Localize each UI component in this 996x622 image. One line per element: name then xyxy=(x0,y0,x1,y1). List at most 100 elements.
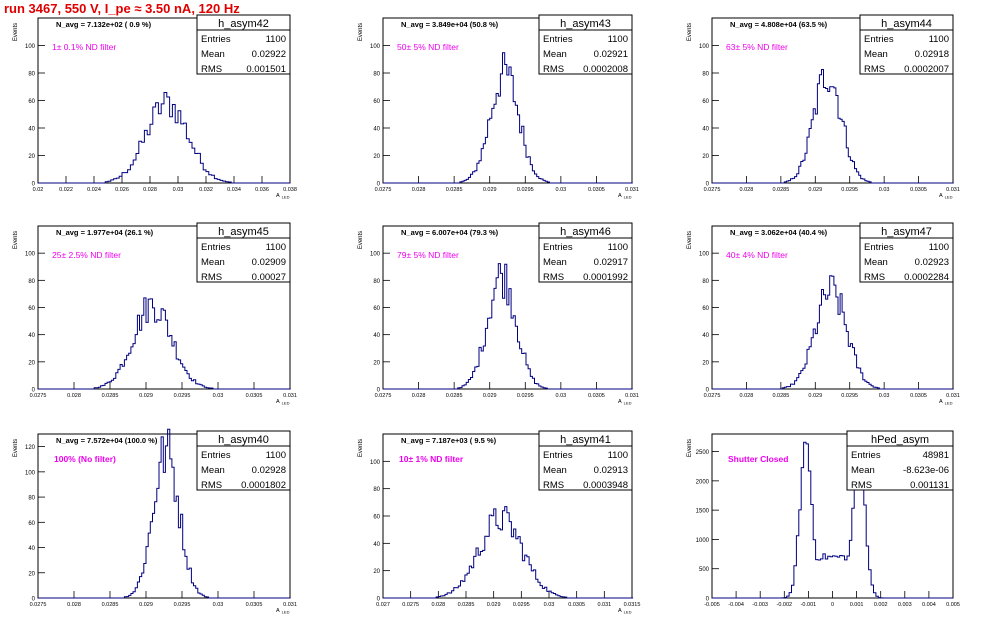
y-tick-label: 100 xyxy=(370,460,381,466)
stat-value: 0.00027 xyxy=(252,272,286,283)
x-tick-label: 0.0285 xyxy=(102,393,119,399)
y-tick-label: 40 xyxy=(28,546,35,552)
y-tick-label: 40 xyxy=(702,333,709,339)
x-tick-label: 0.03 xyxy=(555,187,566,193)
stat-label: Entries xyxy=(201,34,231,45)
stat-label: Mean xyxy=(864,49,888,60)
x-tick-label: 0.001 xyxy=(850,602,864,608)
stat-label: RMS xyxy=(543,64,564,75)
y-tick-label: 60 xyxy=(373,515,380,521)
x-tick-label: 0.0275 xyxy=(30,602,47,608)
stats-box xyxy=(196,14,291,75)
x-axis-label: A LED xyxy=(276,399,290,406)
x-tick-label: 0.0295 xyxy=(517,393,534,399)
x-tick-label: 0.0285 xyxy=(458,602,475,608)
y-tick-label: 20 xyxy=(28,154,35,160)
x-tick-label: 0.0275 xyxy=(30,393,47,399)
y-tick-label: 2000 xyxy=(696,479,710,485)
x-tick-label: 0 xyxy=(831,602,834,608)
x-axis-label: A LED xyxy=(276,193,290,200)
hist-name: hPed_asym xyxy=(871,434,929,446)
x-tick-label: 0.03 xyxy=(879,187,890,193)
x-tick-label: 0.026 xyxy=(115,187,129,193)
navg-label: N_avg = 4.808e+04 (63.5 %) xyxy=(730,20,828,29)
y-tick-label: 120 xyxy=(25,445,36,451)
filter-label: 10± 1% ND filter xyxy=(399,454,464,464)
x-tick-label: 0.0305 xyxy=(910,187,927,193)
stat-value: 1100 xyxy=(266,34,286,45)
stats-box xyxy=(859,222,954,283)
filter-label: 25± 2.5% ND filter xyxy=(52,250,121,260)
stat-label: RMS xyxy=(851,480,872,491)
histogram-line xyxy=(712,441,953,599)
x-tick-label: 0.022 xyxy=(59,187,73,193)
x-axis-label: A LED xyxy=(276,608,290,615)
x-axis-label: A LED xyxy=(939,399,953,406)
x-tick-label: 0.0285 xyxy=(446,187,463,193)
panel-h_asym44: 0 20 40 60 80 100 0.0275 0.028 0.0285 0.029 0.0295… xyxy=(687,14,960,200)
x-tick-label: 0.027 xyxy=(376,602,390,608)
stat-label: Entries xyxy=(851,450,881,461)
navg-label: N_avg = 1.977e+04 (26.1 %) xyxy=(56,228,154,237)
hist-name: h_asym45 xyxy=(218,226,269,238)
x-tick-label: 0.0305 xyxy=(910,393,927,399)
y-tick-label: 40 xyxy=(373,333,380,339)
histogram-line xyxy=(383,506,634,599)
histogram-line xyxy=(383,52,633,184)
x-tick-label: 0.004 xyxy=(922,602,936,608)
y-axis-label: Events xyxy=(13,439,19,457)
x-tick-label: 0.029 xyxy=(483,393,497,399)
stat-label: Mean xyxy=(851,465,875,476)
navg-label: N_avg = 6.007e+04 (79.3 %) xyxy=(401,228,499,237)
x-axis-label: A LED xyxy=(618,608,632,615)
stats-box xyxy=(196,222,291,283)
y-axis-label: Events xyxy=(358,23,364,41)
stats-box xyxy=(538,222,633,283)
stat-value: 0.0002008 xyxy=(583,64,628,75)
panel-h_asym43: 0 20 40 60 80 100 0.0275 0.028 0.0285 0.029 0.0295… xyxy=(358,14,639,200)
x-tick-label: 0.0295 xyxy=(513,602,530,608)
y-tick-label: 1500 xyxy=(696,509,710,515)
filter-label: 40± 4% ND filter xyxy=(726,250,788,260)
y-tick-label: 2500 xyxy=(696,450,710,456)
x-tick-label: 0.0285 xyxy=(102,602,119,608)
x-tick-label: 0.038 xyxy=(283,187,297,193)
y-tick-label: 500 xyxy=(699,567,710,573)
hist-name: h_asym42 xyxy=(218,18,269,30)
stat-value: 0.0001802 xyxy=(241,480,286,491)
x-tick-label: 0.028 xyxy=(67,393,81,399)
x-tick-label: 0.028 xyxy=(412,393,426,399)
y-tick-label: 40 xyxy=(373,127,380,133)
x-tick-label: 0.0305 xyxy=(246,393,263,399)
y-tick-label: 0 xyxy=(377,388,381,394)
y-tick-label: 80 xyxy=(373,279,380,285)
x-tick-label: 0.03 xyxy=(555,393,566,399)
stat-label: RMS xyxy=(864,64,885,75)
stat-value: 0.02917 xyxy=(594,257,628,268)
panel-h_asym41: 0 20 40 60 80 100 0.027 0.0275 0.028 0.0285 0.029 0… xyxy=(358,430,640,615)
x-tick-label: 0.034 xyxy=(227,187,241,193)
x-tick-label: 0.03 xyxy=(173,187,184,193)
stat-value: 1100 xyxy=(929,34,949,45)
y-tick-label: 20 xyxy=(373,154,380,160)
stat-value: 0.0002284 xyxy=(904,272,949,283)
x-tick-label: 0.028 xyxy=(740,187,754,193)
x-tick-label: 0.029 xyxy=(483,187,497,193)
histogram-line xyxy=(38,92,290,184)
y-tick-label: 60 xyxy=(28,521,35,527)
x-tick-label: 0.003 xyxy=(898,602,912,608)
y-tick-label: 100 xyxy=(25,44,36,50)
y-tick-label: 80 xyxy=(702,72,709,78)
y-tick-label: 60 xyxy=(702,306,709,312)
stat-value: 1100 xyxy=(608,242,628,253)
y-tick-label: 80 xyxy=(373,72,380,78)
y-tick-label: 100 xyxy=(699,252,710,258)
y-axis-label: Events xyxy=(13,231,19,249)
x-tick-label: 0.028 xyxy=(740,393,754,399)
stat-value: 0.02923 xyxy=(915,257,949,268)
navg-label: N_avg = 7.132e+02 ( 0.9 %) xyxy=(56,20,152,29)
y-tick-label: 20 xyxy=(373,360,380,366)
filter-label: 63± 5% ND filter xyxy=(726,42,788,52)
stats-box xyxy=(538,14,633,75)
